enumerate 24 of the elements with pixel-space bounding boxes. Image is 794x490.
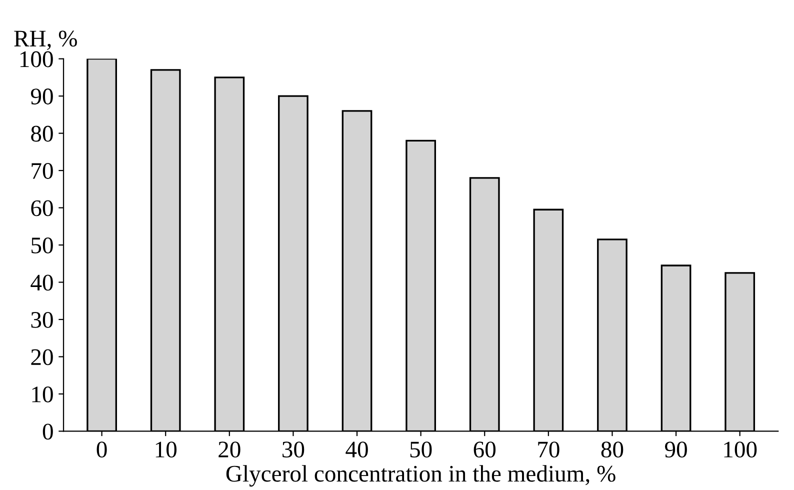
y-tick-label: 60	[31, 200, 53, 216]
y-tick-label: 50	[32, 237, 53, 254]
x-tick-label: 80	[601, 442, 624, 458]
x-axis-title: Glycerol concentration in the medium, %	[226, 465, 616, 487]
y-tick-label: 20	[31, 349, 53, 366]
y-tick-label: 100	[20, 51, 53, 68]
x-tick-label: 40	[346, 442, 368, 458]
y-tick-label: 70	[32, 163, 53, 179]
y-tick-label: 80	[31, 126, 53, 142]
x-tick-label: 60	[474, 442, 496, 458]
x-tick-label: 10	[156, 442, 177, 458]
y-axis-title: RH, %	[14, 30, 77, 50]
x-tick-label: 20	[218, 442, 240, 458]
x-tick-label: 30	[282, 442, 304, 458]
x-tick-label: 90	[664, 442, 687, 458]
x-tick-label: 100	[724, 442, 757, 458]
x-tick-label: 0	[96, 442, 107, 458]
x-tick-label: 70	[538, 442, 560, 458]
x-tick-label: 50	[410, 442, 432, 458]
y-tick-label: 90	[30, 88, 53, 104]
y-tick-label: 10	[32, 386, 53, 402]
y-tick-label: 40	[30, 274, 53, 291]
y-tick-label: 0	[42, 424, 53, 440]
y-tick-label: 30	[31, 312, 53, 328]
